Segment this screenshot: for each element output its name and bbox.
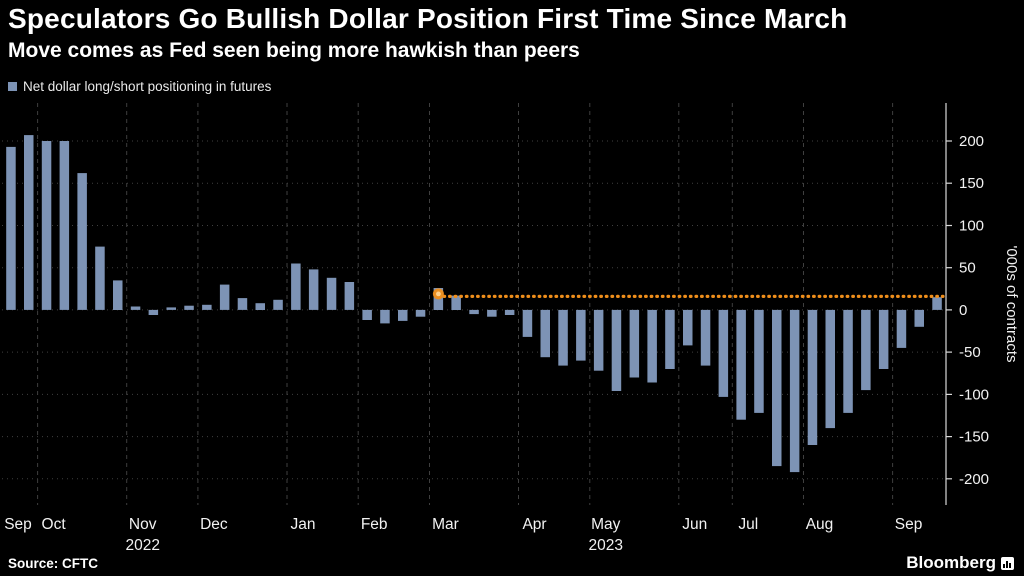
bar bbox=[6, 146, 16, 310]
x-year-label: 2023 bbox=[589, 537, 623, 554]
bar bbox=[113, 280, 123, 310]
bar bbox=[451, 295, 461, 310]
page-title: Speculators Go Bullish Dollar Position F… bbox=[8, 3, 848, 34]
x-tick-label: Oct bbox=[42, 516, 67, 533]
legend-label: Net dollar long/short positioning in fut… bbox=[23, 79, 272, 94]
x-tick-label: Jul bbox=[738, 516, 758, 533]
y-axis-title: '000s of contracts bbox=[1003, 245, 1020, 362]
bar bbox=[202, 304, 212, 310]
bar bbox=[825, 309, 835, 429]
x-tick-label: Sep bbox=[895, 516, 923, 533]
bar bbox=[237, 298, 248, 310]
source-label: Source: CFTC bbox=[8, 555, 99, 571]
bar bbox=[540, 309, 550, 358]
reference-marker-core bbox=[436, 291, 441, 297]
bar bbox=[41, 141, 52, 310]
bar bbox=[504, 309, 515, 315]
bar bbox=[166, 307, 176, 310]
y-tick-label: 150 bbox=[959, 175, 984, 192]
x-tick-label: Sep bbox=[4, 516, 32, 533]
bar bbox=[148, 309, 159, 315]
footer: Source: CFTC Bloomberg bbox=[0, 553, 1024, 573]
bar bbox=[362, 309, 372, 320]
y-tick-label: 0 bbox=[959, 302, 967, 319]
y-tick-label: -200 bbox=[959, 471, 989, 488]
bar bbox=[308, 269, 319, 310]
x-tick-label: Mar bbox=[432, 516, 459, 533]
bar bbox=[77, 173, 87, 310]
bar bbox=[772, 309, 782, 467]
bar bbox=[932, 297, 942, 310]
bar bbox=[95, 246, 105, 310]
y-tick-label: -100 bbox=[959, 386, 989, 403]
bar bbox=[255, 303, 265, 310]
y-tick-label: -150 bbox=[959, 429, 989, 446]
bar bbox=[380, 309, 390, 324]
bloomberg-logo: Bloomberg bbox=[906, 553, 1014, 573]
bar bbox=[576, 309, 586, 361]
bar bbox=[914, 309, 924, 327]
bar bbox=[24, 135, 34, 310]
bar bbox=[59, 141, 70, 310]
x-tick-label: Nov bbox=[129, 516, 157, 533]
bar bbox=[469, 309, 479, 315]
legend: Net dollar long/short positioning in fut… bbox=[8, 79, 271, 94]
bar bbox=[487, 309, 497, 317]
bar bbox=[736, 309, 746, 420]
bar bbox=[273, 299, 283, 310]
y-tick-label: -50 bbox=[959, 344, 981, 361]
bar bbox=[861, 309, 871, 391]
bar bbox=[326, 277, 337, 310]
x-tick-label: May bbox=[591, 516, 621, 533]
bar bbox=[754, 309, 764, 413]
bar bbox=[593, 309, 604, 371]
bar bbox=[291, 263, 301, 310]
bar bbox=[130, 306, 141, 310]
bar bbox=[344, 282, 355, 310]
bar bbox=[629, 309, 640, 378]
bar bbox=[558, 309, 568, 366]
x-tick-label: Feb bbox=[361, 516, 388, 533]
x-tick-label: Jan bbox=[291, 516, 316, 533]
x-tick-label: Aug bbox=[806, 516, 834, 533]
y-tick-label: 100 bbox=[959, 218, 984, 235]
bar bbox=[789, 309, 800, 473]
bar bbox=[219, 284, 230, 310]
x-tick-label: Apr bbox=[522, 516, 546, 533]
y-tick-label: 50 bbox=[959, 260, 976, 277]
bar bbox=[184, 305, 194, 310]
bar bbox=[683, 309, 693, 346]
bar bbox=[611, 309, 622, 391]
bar bbox=[647, 309, 657, 383]
bar bbox=[398, 309, 408, 321]
bar bbox=[522, 309, 533, 337]
x-tick-label: Dec bbox=[200, 516, 228, 533]
bar bbox=[700, 309, 711, 366]
bar bbox=[665, 309, 675, 369]
x-tick-label: Jun bbox=[682, 516, 707, 533]
bloomberg-terminal-icon bbox=[1001, 556, 1014, 570]
bar bbox=[415, 309, 426, 317]
bar-chart-canvas: 200 150 100 50 0 -50 -100 -150 -200 Sep Oct Nov 2022… bbox=[2, 103, 1020, 554]
bloomberg-wordmark: Bloomberg bbox=[906, 553, 996, 572]
y-tick-label: 200 bbox=[959, 133, 984, 150]
page-subtitle: Move comes as Fed seen being more hawkis… bbox=[8, 39, 580, 62]
bar bbox=[896, 309, 907, 348]
bar bbox=[878, 309, 889, 369]
bar bbox=[807, 309, 818, 445]
legend-swatch-icon bbox=[8, 82, 17, 91]
bar bbox=[718, 309, 729, 397]
x-year-label: 2022 bbox=[125, 537, 159, 554]
bar bbox=[843, 309, 853, 413]
